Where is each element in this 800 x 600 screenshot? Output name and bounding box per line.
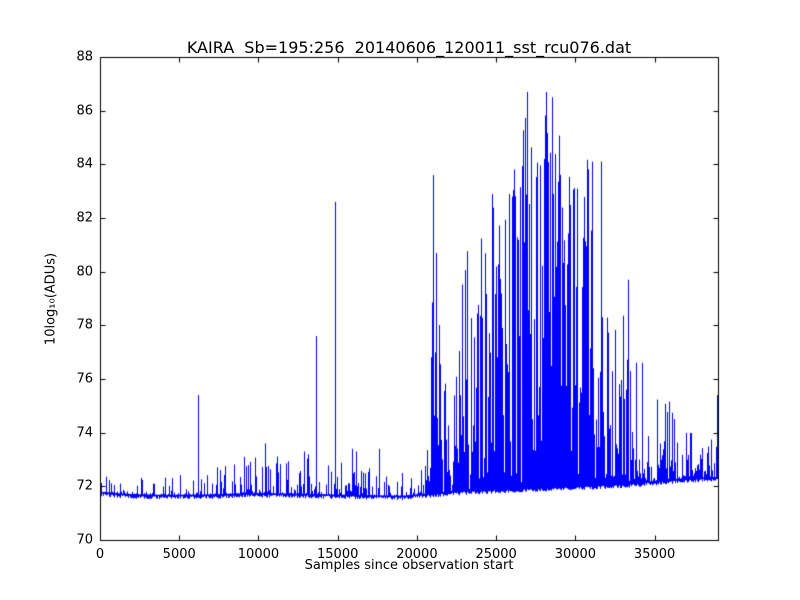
x-tick-label: 35000 xyxy=(633,547,676,562)
y-tick-label: 76 xyxy=(76,371,93,387)
y-tick-label: 88 xyxy=(76,49,93,65)
y-tick-label: 84 xyxy=(76,156,93,172)
y-tick-label: 82 xyxy=(76,210,93,226)
chart-title: KAIRA Sb=195:256 20140606_120011_sst_rcu… xyxy=(186,38,632,57)
x-tick-label: 5000 xyxy=(162,547,196,562)
x-tick-label: 20000 xyxy=(396,547,438,562)
x-tick-label: 25000 xyxy=(475,547,517,562)
x-tick-label: 0 xyxy=(95,547,105,562)
x-tick-label: 10000 xyxy=(237,547,280,562)
y-tick-label: 78 xyxy=(76,317,93,333)
x-tick-label: 30000 xyxy=(554,547,597,562)
y-tick-label: 74 xyxy=(76,425,93,441)
y-tick-label: 72 xyxy=(76,478,93,494)
x-axis-label: Samples since observation start xyxy=(304,558,514,573)
y-tick-label: 80 xyxy=(76,264,93,280)
y-tick-label: 86 xyxy=(76,103,93,119)
y-axis-label: 10log₁₀(ADUs) xyxy=(43,252,59,346)
x-tick-label: 15000 xyxy=(317,547,359,562)
y-tick-label: 70 xyxy=(76,532,93,548)
